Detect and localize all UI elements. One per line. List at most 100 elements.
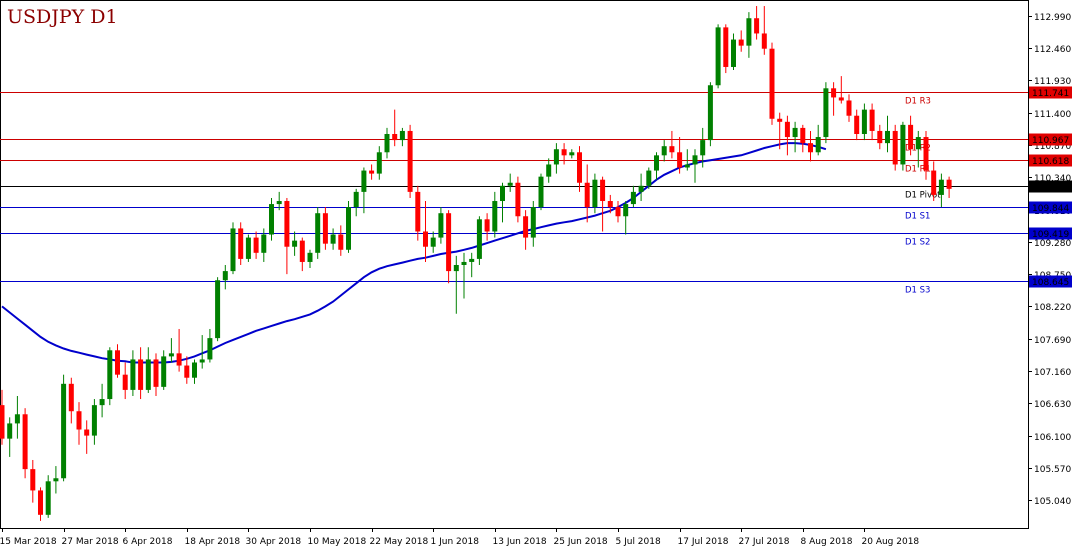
level-price-tag-bg <box>1029 154 1072 167</box>
candle <box>284 197 290 275</box>
candle-body <box>14 414 20 424</box>
level-label: D1 S2 <box>905 238 930 248</box>
candle-body <box>353 191 359 208</box>
candle <box>784 115 790 156</box>
candle <box>769 42 775 125</box>
candle <box>523 210 529 250</box>
candle <box>908 115 914 156</box>
candle <box>761 6 767 55</box>
level-price-tag: 110.618 <box>1032 157 1069 167</box>
candle <box>476 216 482 265</box>
level-price-tag-bg <box>1029 201 1072 214</box>
candle-body <box>7 423 13 439</box>
candle <box>831 82 837 116</box>
candle <box>931 161 937 202</box>
candle-body <box>715 27 721 86</box>
candle-body <box>877 130 883 144</box>
candle-body <box>446 213 452 272</box>
candle <box>946 176 952 198</box>
candle <box>361 167 367 214</box>
candle <box>515 176 521 223</box>
candle-body <box>407 130 413 192</box>
candle <box>176 328 182 372</box>
candle-body <box>892 130 898 165</box>
candle-body <box>238 228 244 259</box>
candle-body <box>792 127 798 138</box>
candle-body <box>507 182 513 186</box>
candle-body <box>600 179 606 202</box>
candle-body <box>361 170 367 192</box>
candle <box>738 30 744 52</box>
candle-body <box>222 271 228 281</box>
candle <box>61 374 67 482</box>
candle-body <box>68 383 74 412</box>
x-tick-label: 13 Jun 2018 <box>493 537 547 547</box>
candle-body <box>184 365 190 378</box>
level-price-tag-bg <box>1029 180 1072 193</box>
candle-body <box>584 182 590 208</box>
candle-body <box>646 170 652 186</box>
level-label: D1 R3 <box>905 97 931 107</box>
candle-body <box>307 252 313 262</box>
candle-body <box>777 118 783 122</box>
level-price-tag: 109.844 <box>1032 204 1069 214</box>
level-price-tag-bg <box>1029 227 1072 240</box>
candle <box>869 103 875 141</box>
candle-body <box>461 261 467 265</box>
level-label: D1 Pivot <box>905 191 941 201</box>
candle-body <box>369 170 375 174</box>
candle <box>230 222 236 275</box>
candle-body <box>476 219 482 259</box>
level-label: D1 S3 <box>905 286 930 296</box>
y-tick-label: 106.630 <box>1034 400 1071 410</box>
x-tick-label: 1 Jun 2018 <box>431 537 480 547</box>
x-tick-label: 5 Jul 2018 <box>616 537 661 547</box>
candle <box>168 338 174 363</box>
candle <box>892 124 898 171</box>
candle-body <box>869 109 875 131</box>
candle-body <box>738 39 744 46</box>
candle <box>607 194 613 214</box>
candle <box>630 185 636 208</box>
candle <box>68 377 74 424</box>
candle-body <box>569 152 575 156</box>
candle <box>184 356 190 384</box>
level-price-tag: 110.193 <box>1032 183 1069 193</box>
candle-body <box>430 237 436 247</box>
candle <box>322 207 328 250</box>
level-price-tag-bg <box>1029 133 1072 146</box>
candle <box>569 149 575 159</box>
candle <box>245 234 251 262</box>
candle-body <box>45 481 51 515</box>
y-tick-label: 110.340 <box>1034 174 1071 184</box>
y-tick-label: 107.690 <box>1034 336 1071 346</box>
candle <box>484 213 490 241</box>
candle <box>423 201 428 262</box>
y-tick-label: 106.100 <box>1034 433 1071 443</box>
candle-body <box>269 204 274 235</box>
candle <box>553 143 559 174</box>
candle-body <box>153 359 159 387</box>
y-tick-label: 112.460 <box>1034 45 1071 55</box>
x-tick-label: 6 Apr 2018 <box>123 537 173 547</box>
candle <box>754 6 760 40</box>
candle <box>684 149 690 171</box>
candle-body <box>831 88 837 98</box>
candle-body <box>299 240 305 262</box>
candle-body <box>800 127 806 144</box>
candle-body <box>530 207 536 238</box>
candle <box>461 252 467 299</box>
candle-body <box>677 152 683 168</box>
candle <box>99 383 105 418</box>
candle-body <box>145 359 151 390</box>
candle-body <box>538 176 544 208</box>
level-price-tag: 111.741 <box>1032 89 1069 99</box>
candle <box>14 396 20 439</box>
candle <box>161 350 167 390</box>
candle <box>923 130 929 180</box>
time-axis: 15 Mar 2018 27 Mar 2018 6 Apr 2018 18 Apr 2… <box>0 528 919 547</box>
candle <box>438 207 444 244</box>
candle-body <box>107 350 113 400</box>
